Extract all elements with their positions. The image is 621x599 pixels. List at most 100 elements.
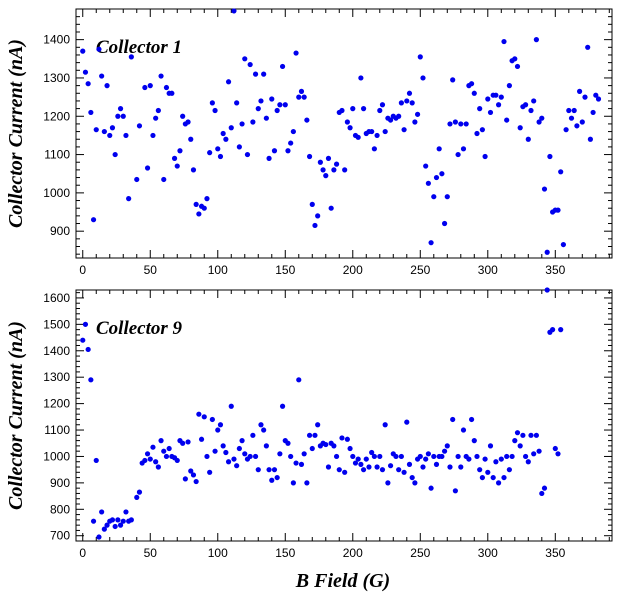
data-point — [309, 201, 315, 207]
data-point — [428, 485, 434, 491]
data-point — [560, 241, 566, 248]
data-point — [188, 468, 194, 474]
data-point — [301, 451, 307, 457]
data-point — [239, 121, 245, 127]
data-point — [333, 453, 340, 460]
data-point — [479, 127, 485, 133]
data-point — [136, 489, 143, 495]
data-point — [144, 165, 151, 171]
data-point — [193, 201, 199, 207]
data-point — [369, 449, 375, 456]
data-point — [579, 119, 585, 125]
data-point — [123, 509, 129, 515]
data-point — [512, 56, 518, 62]
data-point — [153, 459, 159, 465]
data-point — [460, 146, 467, 152]
data-point — [431, 453, 437, 460]
data-point — [460, 427, 467, 433]
data-point — [134, 176, 140, 183]
x-tick-label: 300 — [478, 546, 498, 560]
data-point — [255, 106, 261, 112]
x-tick-label: 250 — [410, 263, 430, 277]
x-tick-label: 0 — [79, 546, 86, 560]
x-tick-label: 100 — [208, 263, 228, 277]
data-point — [358, 461, 364, 467]
data-point — [458, 464, 464, 470]
y-tick-label: 1400 — [43, 344, 70, 358]
data-point — [101, 526, 107, 532]
x-tick-label: 250 — [410, 546, 430, 560]
data-point — [85, 81, 91, 87]
y-axis-title: Collector Current (nA) — [5, 321, 27, 510]
data-point — [250, 119, 256, 125]
data-point — [120, 518, 126, 524]
panel-title: Collector 1 — [96, 37, 182, 58]
data-point — [266, 467, 272, 473]
data-point — [193, 478, 199, 485]
y-tick-label: 900 — [50, 476, 70, 490]
data-point — [174, 163, 180, 169]
data-point — [323, 173, 329, 179]
data-point — [285, 440, 291, 446]
data-point — [242, 56, 248, 62]
data-point — [387, 463, 394, 469]
data-point — [328, 205, 334, 211]
data-point — [412, 119, 418, 125]
data-point — [558, 327, 564, 333]
data-point — [571, 107, 577, 114]
data-point — [309, 445, 315, 452]
plot-frame — [75, 289, 613, 542]
data-point — [466, 456, 472, 462]
data-point — [88, 377, 94, 383]
data-point — [228, 403, 234, 409]
data-point — [387, 117, 394, 123]
data-point — [163, 453, 170, 460]
data-point — [525, 459, 531, 465]
data-point — [587, 136, 593, 142]
data-point — [109, 517, 116, 523]
data-point — [155, 464, 161, 470]
y-tick-label: 1000 — [43, 449, 70, 463]
data-point — [234, 463, 240, 469]
y-tick-label: 1600 — [43, 291, 70, 305]
data-point — [539, 490, 545, 497]
data-point — [112, 151, 118, 158]
data-point — [177, 148, 183, 154]
data-point — [174, 457, 180, 464]
data-point — [104, 83, 110, 89]
data-point — [209, 416, 215, 423]
y-tick-label: 1300 — [43, 370, 70, 384]
collector-1-panel: 0 50 100 150 200 250 300 350 900 1000 1100 1200 1300… — [5, 8, 613, 277]
data-point — [576, 88, 583, 94]
data-point — [393, 453, 399, 460]
data-point — [339, 435, 345, 441]
data-point — [134, 494, 140, 501]
data-point — [468, 81, 475, 87]
data-point — [401, 127, 407, 133]
data-point — [258, 422, 264, 428]
data-point — [433, 461, 440, 467]
data-point — [585, 44, 591, 50]
x-tick-label: 200 — [343, 546, 363, 560]
y-tick-label: 800 — [50, 502, 70, 516]
data-point — [166, 445, 172, 452]
data-point — [382, 422, 388, 428]
data-point — [396, 467, 402, 473]
data-point — [450, 416, 456, 423]
data-point — [198, 436, 205, 442]
data-point — [522, 102, 529, 108]
data-point — [539, 115, 545, 121]
data-point — [298, 461, 305, 467]
data-point — [201, 205, 207, 211]
data-point — [558, 169, 564, 175]
data-point — [217, 153, 224, 160]
data-point — [517, 443, 523, 449]
data-point — [506, 83, 512, 89]
data-point — [331, 443, 337, 449]
data-point — [555, 207, 561, 213]
data-point — [190, 472, 197, 478]
data-point — [409, 474, 415, 481]
data-point — [204, 196, 210, 202]
data-point — [279, 63, 286, 70]
